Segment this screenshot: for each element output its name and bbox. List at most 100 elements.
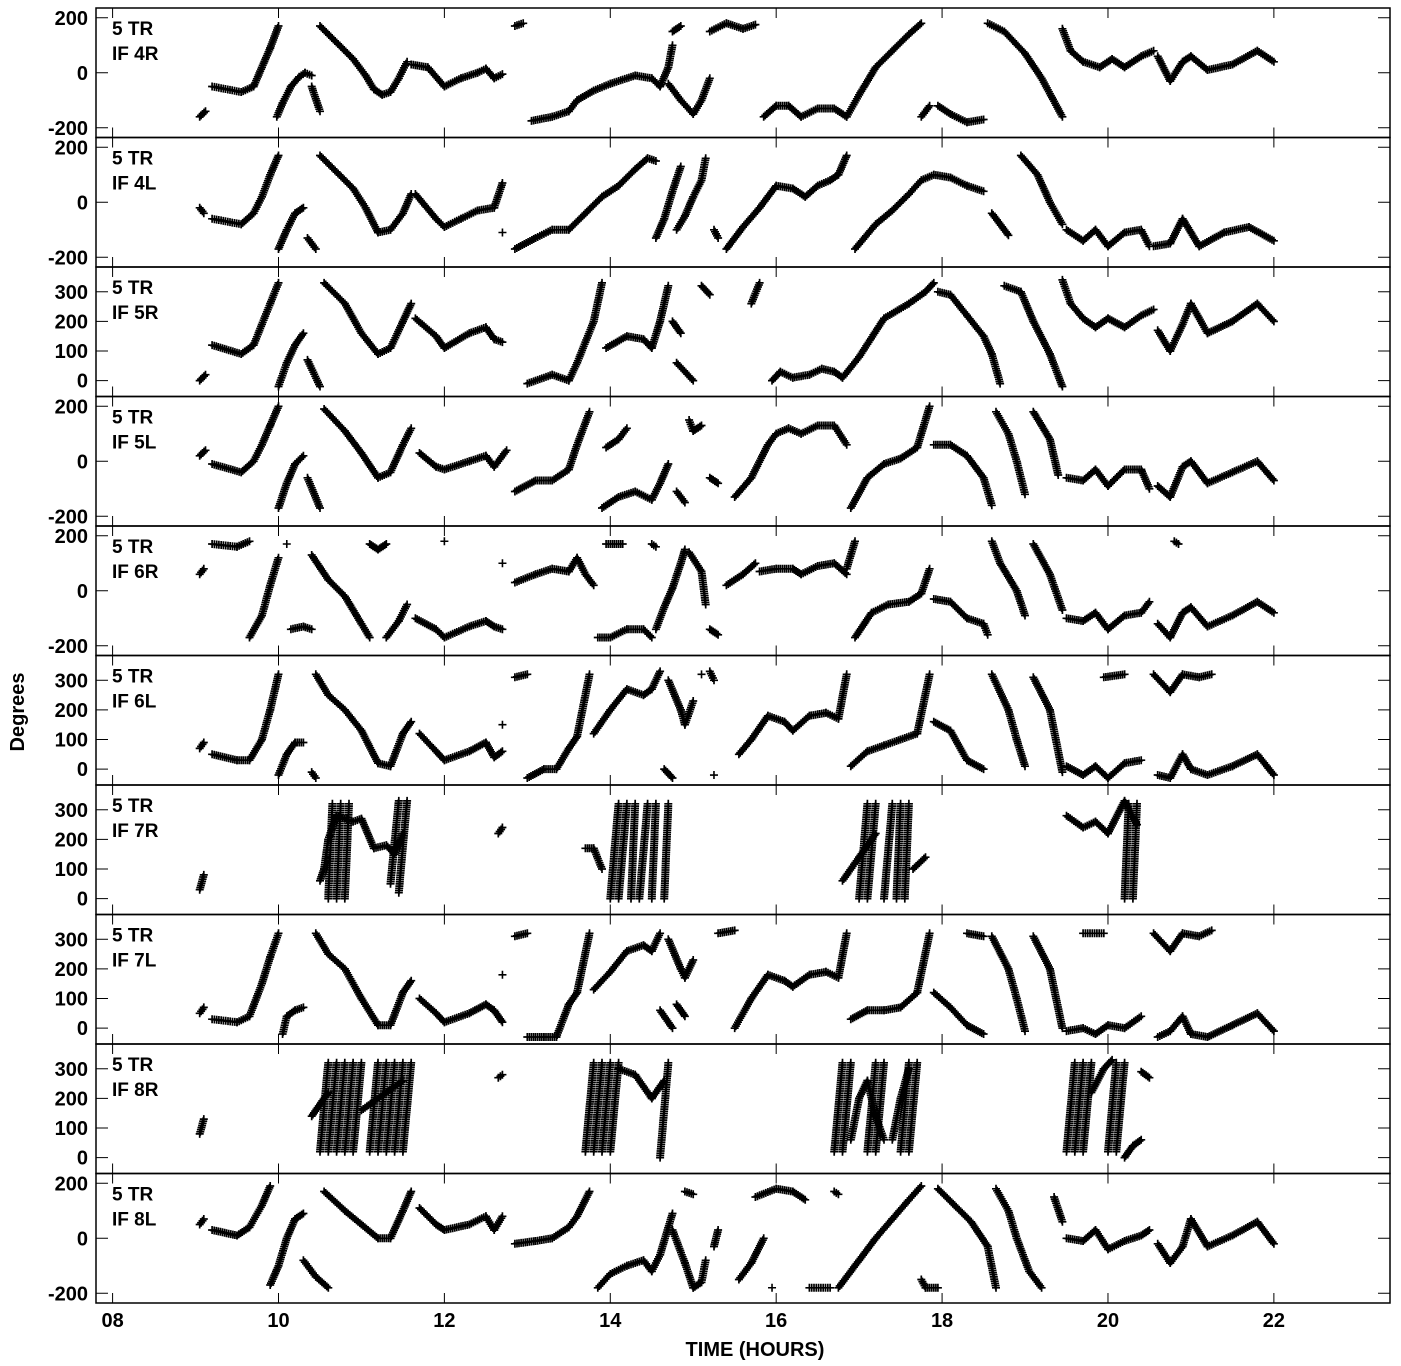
data-point (871, 1215, 897, 1243)
phase-track (598, 460, 673, 512)
data-point (320, 405, 349, 435)
data-point (838, 1058, 855, 1156)
data-point (208, 214, 246, 229)
data-point (398, 717, 416, 738)
data-point (888, 1094, 905, 1144)
data-point (245, 979, 266, 1021)
data-point (564, 209, 590, 234)
phase-track (846, 402, 934, 512)
phase-track (365, 540, 391, 554)
phase-track (933, 101, 988, 127)
y-tick-label: 100 (55, 341, 88, 363)
panel-label-if: IF 7L (112, 951, 157, 972)
phase-track (415, 729, 507, 765)
data-point (1203, 1021, 1237, 1041)
phase-track (647, 540, 660, 551)
data-point (398, 1187, 416, 1215)
phase-track (340, 1058, 358, 1156)
data-point (233, 537, 254, 551)
phase-track (440, 537, 449, 546)
data-point (195, 564, 208, 579)
data-point (415, 449, 441, 471)
data-point (896, 1058, 913, 1156)
phase-track (751, 1184, 810, 1204)
data-point (415, 994, 441, 1018)
data-point (1095, 55, 1117, 72)
phase-track (1062, 225, 1154, 251)
data-point (1091, 1021, 1112, 1038)
phase-track (834, 1182, 926, 1292)
data-point (510, 929, 532, 941)
y-tick-label: 300 (55, 800, 88, 822)
phase-track (394, 796, 412, 897)
data-point (614, 165, 640, 190)
phase-track (510, 553, 598, 590)
phase-track (842, 537, 859, 573)
data-point (855, 63, 880, 99)
data-point (805, 1283, 835, 1292)
data-point (299, 1256, 320, 1281)
y-tick-label: 0 (77, 1148, 88, 1170)
data-point (705, 667, 718, 685)
data-point (340, 964, 366, 1003)
phase-track (747, 278, 764, 308)
phase-track (1153, 1009, 1278, 1041)
phase-track (208, 151, 283, 229)
data-point (1120, 52, 1146, 72)
data-point (672, 487, 689, 507)
y-tick-label: 0 (77, 192, 88, 214)
data-point (987, 350, 1005, 388)
y-tick-label: 0 (77, 1228, 88, 1250)
data-point (523, 765, 548, 782)
phase-track (1153, 457, 1278, 501)
data-point (1120, 1012, 1146, 1033)
phase-track (987, 209, 1013, 240)
data-point (291, 451, 308, 468)
data-point (846, 473, 872, 512)
data-point (589, 705, 615, 738)
phase-track (656, 1058, 673, 1162)
data-point (324, 799, 337, 903)
data-point (1062, 1058, 1079, 1156)
phase-track (1137, 1067, 1154, 1082)
phase-track (929, 717, 988, 774)
data-point (963, 756, 988, 774)
data-point (195, 203, 208, 218)
phase-track (510, 929, 532, 941)
data-point (589, 967, 615, 994)
data-point (357, 726, 382, 768)
data-point (846, 747, 872, 771)
phase-track (498, 559, 507, 568)
data-point (490, 1212, 507, 1234)
data-point (552, 744, 573, 774)
data-point (332, 38, 358, 63)
phase-track (510, 154, 660, 253)
phase-track (1062, 1058, 1079, 1156)
data-point (660, 799, 673, 903)
data-point (647, 317, 665, 352)
data-point (324, 575, 349, 601)
phase-track (1058, 275, 1158, 332)
phase-track (598, 1058, 615, 1156)
data-point (1137, 305, 1158, 320)
data-point (855, 799, 872, 903)
data-point (1045, 570, 1067, 614)
data-point (963, 311, 988, 341)
data-point (340, 705, 366, 735)
phase-track (510, 670, 532, 682)
data-point (316, 22, 341, 47)
panel-label-if: IF 7R (112, 821, 159, 842)
data-point (1000, 27, 1029, 58)
data-point (1045, 435, 1063, 479)
phase-track (1062, 465, 1154, 493)
data-point (788, 970, 814, 991)
data-point (510, 670, 532, 682)
phase-track (680, 1187, 698, 1199)
data-point (871, 46, 897, 72)
y-tick-label: 300 (55, 929, 88, 951)
data-point (1012, 735, 1029, 771)
data-point (1166, 670, 1187, 697)
data-point (195, 370, 210, 385)
data-point (904, 1058, 922, 1156)
panel-label-if: IF 5L (112, 433, 157, 454)
